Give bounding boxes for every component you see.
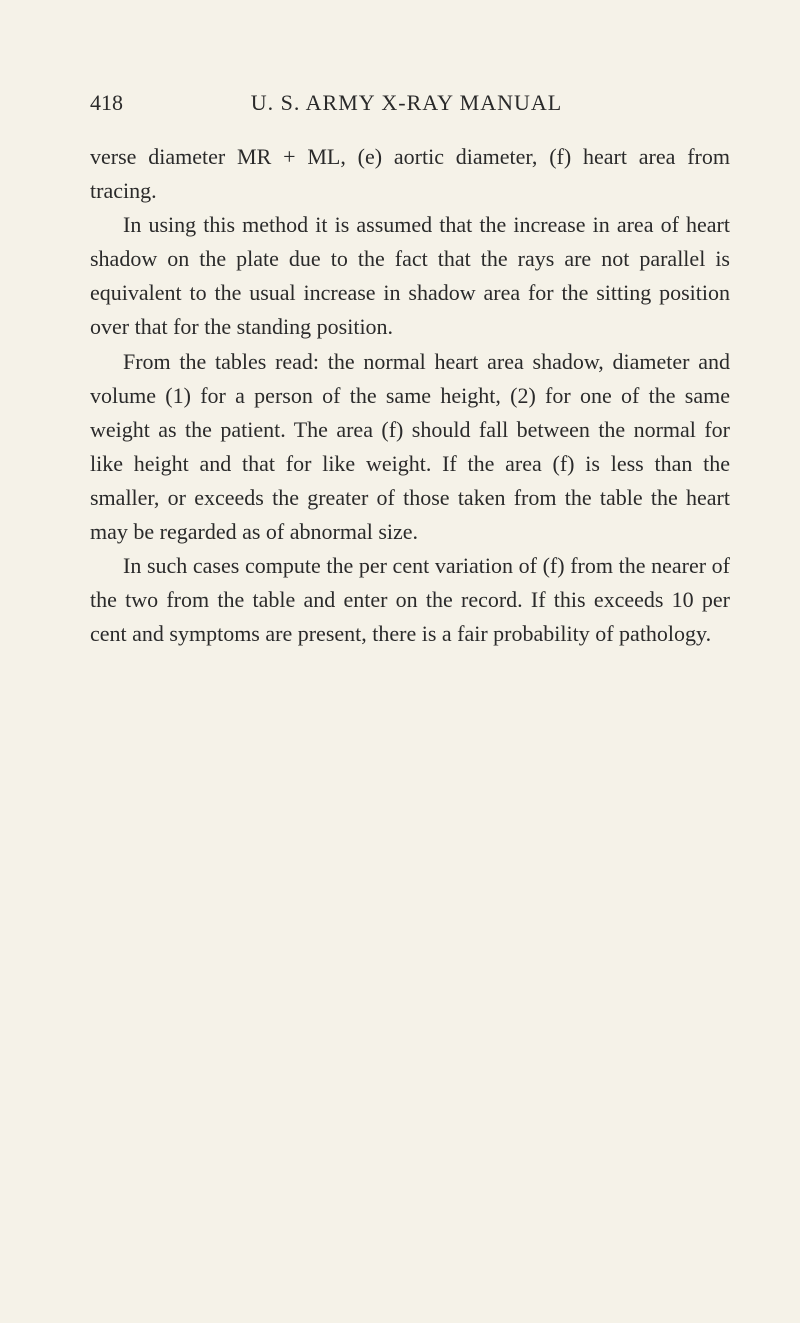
paragraph: verse diameter MR + ML, (e) aortic diame… bbox=[90, 140, 730, 208]
body-text: verse diameter MR + ML, (e) aortic diame… bbox=[90, 140, 730, 651]
paragraph: From the tables read: the normal heart a… bbox=[90, 345, 730, 550]
paragraph: In using this method it is assumed that … bbox=[90, 208, 730, 344]
page-container: 418 U. S. ARMY X-RAY MANUAL verse diamet… bbox=[0, 0, 800, 711]
paragraph: In such cases compute the per cent varia… bbox=[90, 549, 730, 651]
running-title: U. S. ARMY X-RAY MANUAL bbox=[83, 90, 730, 116]
page-header: 418 U. S. ARMY X-RAY MANUAL bbox=[90, 90, 730, 116]
